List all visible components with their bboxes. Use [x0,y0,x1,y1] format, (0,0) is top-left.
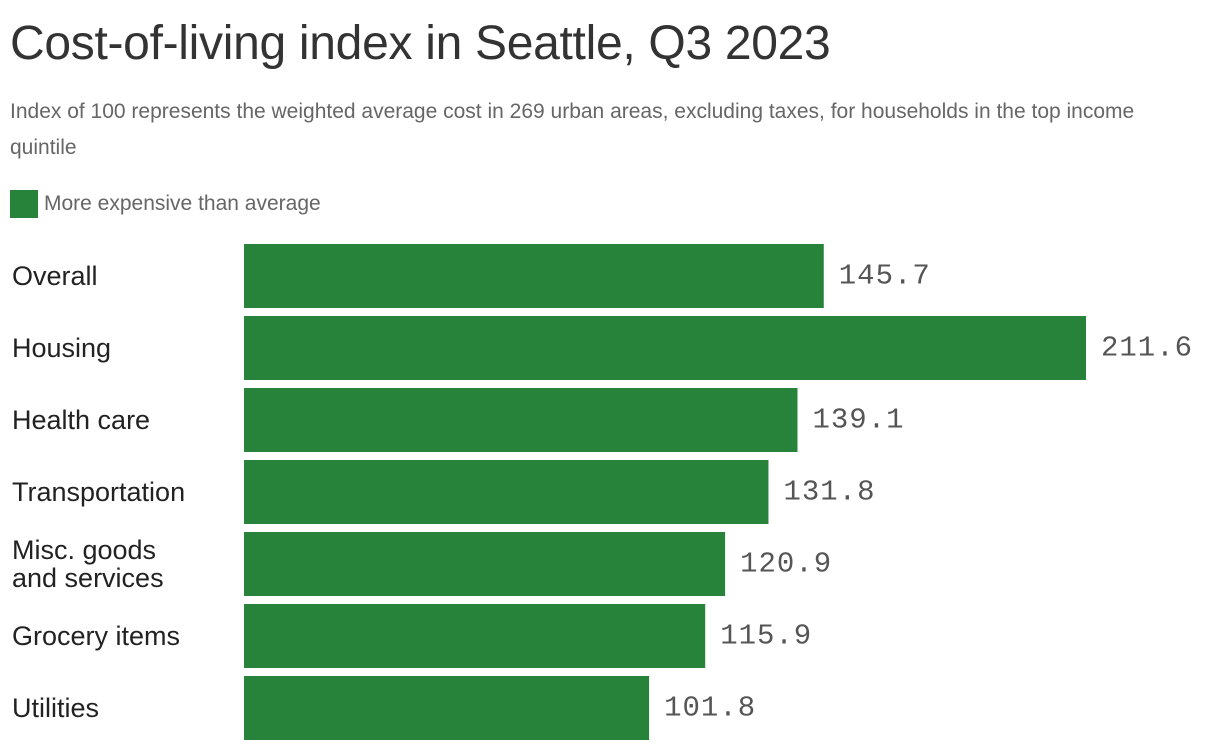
category-label-1: Housing [12,333,111,363]
category-label-6: Utilities [12,693,99,723]
bar-0 [244,244,824,308]
legend-label: More expensive than average [44,192,321,215]
chart-legend: More expensive than average [10,189,321,219]
legend-swatch [10,190,38,218]
bar-6 [244,676,650,740]
value-label-1: 211.6 [1101,332,1193,365]
value-label-3: 131.8 [783,476,875,509]
chart-title: Cost-of-living index in Seattle, Q3 2023 [10,17,831,70]
value-label-2: 139.1 [813,404,905,437]
category-label-3: Transportation [12,477,185,507]
bar-5 [244,604,706,668]
bar-4 [244,532,726,596]
value-label-6: 101.8 [664,692,756,725]
bar-2 [244,388,798,452]
value-label-5: 115.9 [720,620,812,653]
category-label-4: Misc. goods and services [12,535,164,593]
value-label-4: 120.9 [740,548,832,581]
bar-1 [244,316,1086,380]
category-label-2: Health care [12,405,150,435]
category-label-0: Overall [12,261,98,291]
category-label-5: Grocery items [12,621,180,651]
value-label-0: 145.7 [839,260,931,293]
chart-subtitle: Index of 100 represents the weighted ave… [10,100,1135,159]
bar-3 [244,460,769,524]
